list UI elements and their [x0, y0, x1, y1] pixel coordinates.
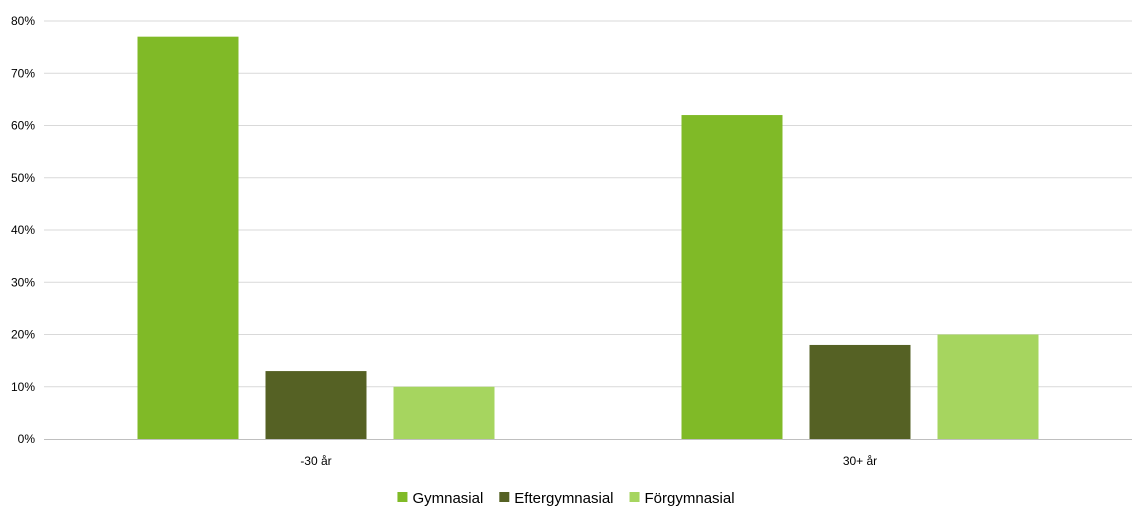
- legend: Gymnasial Eftergymnasial Förgymnasial: [397, 490, 735, 507]
- x-category-label: -30 år: [300, 454, 331, 468]
- y-tick-label: 0%: [18, 432, 36, 446]
- y-tick-label: 20%: [11, 328, 35, 342]
- legend-swatch: [629, 492, 640, 502]
- legend-label: Eftergymnasial: [514, 490, 613, 507]
- y-tick-label: 40%: [11, 223, 35, 237]
- bar-3-1: [393, 386, 495, 439]
- y-axis-ticks: 0% 10% 20% 30% 40% 50% 60% 70% 80%: [11, 14, 35, 446]
- legend-label: Förgymnasial: [645, 490, 735, 507]
- bar-2-1: [265, 371, 367, 439]
- y-tick-label: 30%: [11, 275, 35, 289]
- y-tick-label: 50%: [11, 171, 35, 185]
- bars: [137, 36, 1039, 440]
- bar-1-2: [681, 115, 783, 440]
- bar-2-2: [809, 344, 911, 439]
- x-category-label: 30+ år: [843, 454, 877, 468]
- bar-1-1: [137, 36, 239, 440]
- y-tick-label: 70%: [11, 66, 35, 80]
- legend-label: Gymnasial: [412, 490, 483, 507]
- y-tick-label: 80%: [11, 14, 35, 28]
- legend-swatch: [397, 492, 408, 502]
- bar-3-2: [937, 334, 1039, 439]
- y-tick-label: 60%: [11, 119, 35, 133]
- legend-swatch: [499, 492, 510, 502]
- x-axis-categories: -30 år 30+ år: [300, 454, 877, 468]
- y-tick-label: 10%: [11, 380, 35, 394]
